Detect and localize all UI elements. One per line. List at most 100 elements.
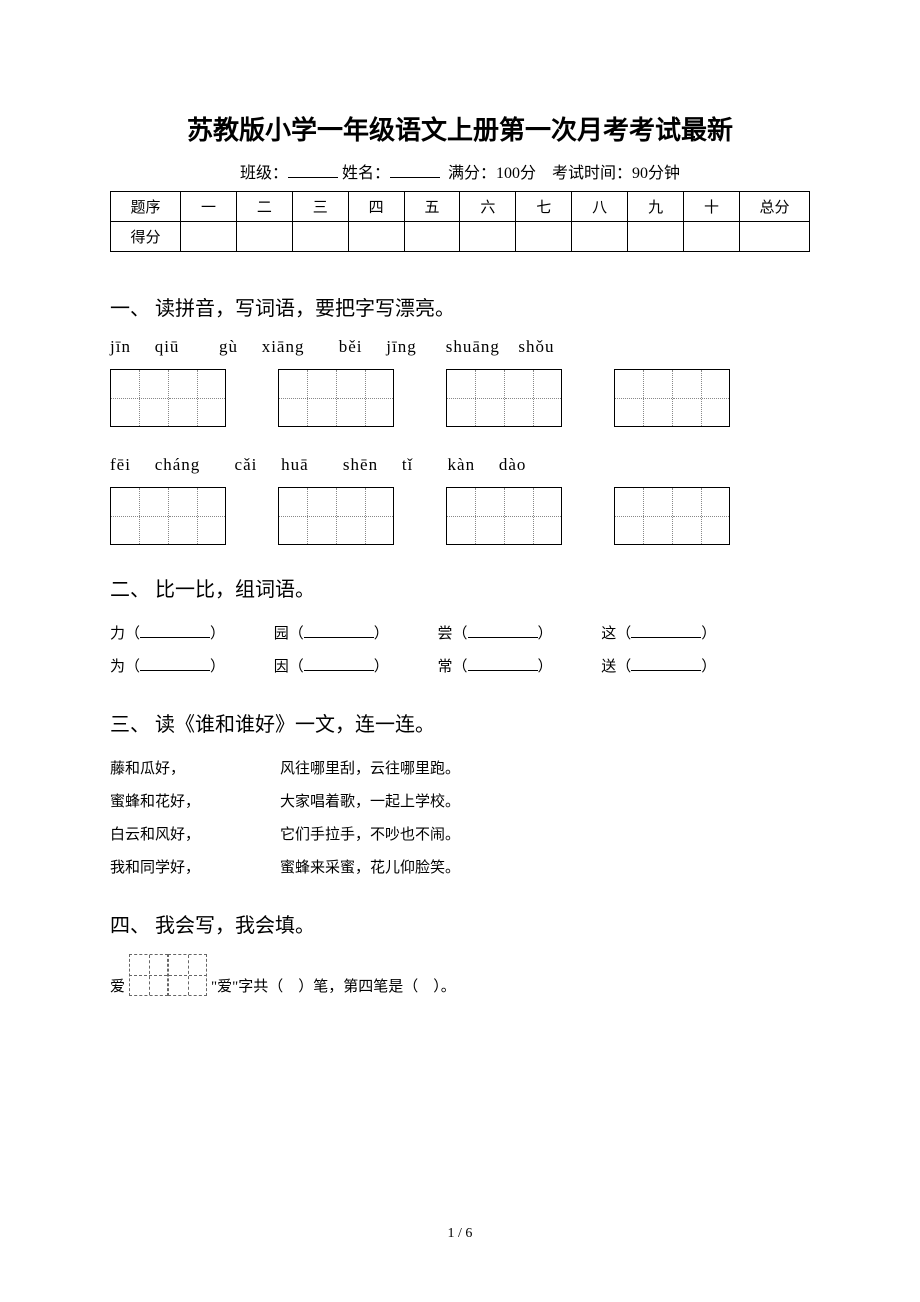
pinyin: huā <box>281 455 309 474</box>
pinyin: shuāng <box>446 337 500 356</box>
pinyin-row-1: jīn qiū gù xiāng běi jīng shuāng shǒu <box>110 337 810 357</box>
section-1-heading: 一、 读拼音，写词语，要把字写漂亮。 <box>110 292 810 321</box>
compare-char: 因 <box>274 659 289 675</box>
compare-char: 这 <box>601 626 616 642</box>
match-left: 藤和瓜好， <box>110 753 280 786</box>
fill-blank[interactable] <box>631 624 701 638</box>
col-cell: 四 <box>348 192 404 222</box>
match-right: 它们手拉手，不吵也不闹。 <box>280 819 460 852</box>
score-cell[interactable] <box>628 222 684 252</box>
pinyin: shǒu <box>518 337 554 356</box>
col-cell: 三 <box>292 192 348 222</box>
fill-text: "爱"字共（ <box>211 975 283 996</box>
writing-box-row <box>110 487 810 545</box>
col-cell: 七 <box>516 192 572 222</box>
pinyin: qiū <box>155 337 180 356</box>
compare-line-1: 力（） 园（） 尝（） 这（） <box>110 618 810 651</box>
writing-box[interactable] <box>446 369 562 427</box>
score-cell[interactable] <box>516 222 572 252</box>
writing-box[interactable] <box>110 369 226 427</box>
match-row: 藤和瓜好， 风往哪里刮，云往哪里跑。 <box>110 753 810 786</box>
score-cell[interactable] <box>404 222 460 252</box>
writing-box[interactable] <box>278 369 394 427</box>
fill-blank[interactable] <box>468 657 538 671</box>
pinyin: cháng <box>155 455 201 474</box>
pinyin: tǐ <box>402 455 413 474</box>
writing-box[interactable] <box>614 487 730 545</box>
header-cell: 题序 <box>111 192 181 222</box>
match-row: 我和同学好， 蜜蜂来采蜜，花儿仰脸笑。 <box>110 852 810 885</box>
score-cell[interactable] <box>572 222 628 252</box>
pinyin: běi <box>339 337 363 356</box>
exam-time: 考试时间：90分钟 <box>552 165 680 182</box>
compare-char: 力 <box>110 626 125 642</box>
fill-text: ）。 <box>433 975 456 996</box>
writing-box-row <box>110 369 810 427</box>
tianzi-grid[interactable] <box>129 954 207 996</box>
match-row: 白云和风好， 它们手拉手，不吵也不闹。 <box>110 819 810 852</box>
compare-char: 为 <box>110 659 125 675</box>
fill-blank[interactable] <box>140 657 210 671</box>
pinyin: jīng <box>386 337 416 356</box>
col-cell: 九 <box>628 192 684 222</box>
pinyin: dào <box>499 455 527 474</box>
match-left: 白云和风好， <box>110 819 280 852</box>
section-2-heading: 二、 比一比，组词语。 <box>110 573 810 602</box>
compare-char: 送 <box>601 659 616 675</box>
pinyin: shēn <box>343 455 378 474</box>
fill-blank[interactable] <box>468 624 538 638</box>
score-table: 题序 一 二 三 四 五 六 七 八 九 十 总分 得分 <box>110 191 810 252</box>
writing-box[interactable] <box>110 487 226 545</box>
match-left: 蜜蜂和花好， <box>110 786 280 819</box>
compare-char: 尝 <box>438 626 453 642</box>
section-3-heading: 三、 读《谁和谁好》一文，连一连。 <box>110 708 810 737</box>
exam-meta: 班级： 姓名： 满分：100分 考试时间：90分钟 <box>110 159 810 183</box>
score-cell[interactable] <box>236 222 292 252</box>
pinyin: jīn <box>110 337 131 356</box>
score-cell[interactable] <box>684 222 740 252</box>
col-cell: 六 <box>460 192 516 222</box>
score-cell[interactable] <box>181 222 237 252</box>
writing-box[interactable] <box>278 487 394 545</box>
fill-blank[interactable] <box>631 657 701 671</box>
compare-char: 常 <box>438 659 453 675</box>
writing-box[interactable] <box>446 487 562 545</box>
total-cell: 总分 <box>740 192 810 222</box>
full-score: 满分：100分 <box>448 165 536 182</box>
pinyin: kàn <box>448 455 476 474</box>
score-cell[interactable] <box>348 222 404 252</box>
class-blank[interactable] <box>288 162 338 178</box>
fill-line: 爱 "爱"字共（ ）笔，第四笔是（ ）。 <box>110 954 810 996</box>
pinyin: xiāng <box>262 337 305 356</box>
page-title: 苏教版小学一年级语文上册第一次月考考试最新 <box>110 110 810 147</box>
fill-blank[interactable] <box>140 624 210 638</box>
fill-blank[interactable] <box>304 657 374 671</box>
name-blank[interactable] <box>390 162 440 178</box>
match-row: 蜜蜂和花好， 大家唱着歌，一起上学校。 <box>110 786 810 819</box>
score-label-cell: 得分 <box>111 222 181 252</box>
fill-char: 爱 <box>110 975 125 996</box>
compare-line-2: 为（） 因（） 常（） 送（） <box>110 651 810 684</box>
match-left: 我和同学好， <box>110 852 280 885</box>
fill-blank[interactable] <box>304 624 374 638</box>
match-right: 大家唱着歌，一起上学校。 <box>280 786 460 819</box>
match-right: 蜜蜂来采蜜，花儿仰脸笑。 <box>280 852 460 885</box>
match-right: 风往哪里刮，云往哪里跑。 <box>280 753 460 786</box>
score-cell[interactable] <box>740 222 810 252</box>
col-cell: 五 <box>404 192 460 222</box>
compare-char: 园 <box>274 626 289 642</box>
score-cell[interactable] <box>292 222 348 252</box>
class-label: 班级： <box>240 165 288 182</box>
name-label: 姓名： <box>342 165 390 182</box>
section-4-heading: 四、 我会写，我会填。 <box>110 909 810 938</box>
col-cell: 八 <box>572 192 628 222</box>
col-cell: 十 <box>684 192 740 222</box>
writing-box[interactable] <box>614 369 730 427</box>
table-row: 得分 <box>111 222 810 252</box>
col-cell: 二 <box>236 192 292 222</box>
pinyin-row-2: fēi cháng cǎi huā shēn tǐ kàn dào <box>110 455 810 475</box>
score-cell[interactable] <box>460 222 516 252</box>
col-cell: 一 <box>181 192 237 222</box>
page-number: 1 / 6 <box>0 1226 920 1242</box>
table-row: 题序 一 二 三 四 五 六 七 八 九 十 总分 <box>111 192 810 222</box>
